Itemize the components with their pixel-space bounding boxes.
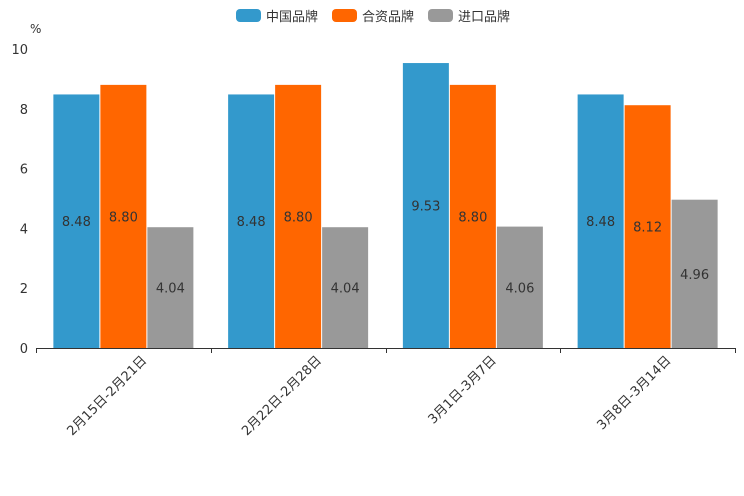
bar-1-2 xyxy=(449,84,496,348)
data-label-0-3: 8.48 xyxy=(586,215,615,230)
bar-0-2 xyxy=(402,63,449,348)
legend-item-imported[interactable]: 进口品牌 xyxy=(428,6,510,25)
data-label-0-1: 8.48 xyxy=(237,215,266,230)
data-label-2-1: 4.04 xyxy=(331,282,360,297)
data-label-1-2: 8.80 xyxy=(458,210,487,225)
legend-item-joint-venture[interactable]: 合资品牌 xyxy=(332,6,414,25)
y-tick-label-10: 10 xyxy=(11,43,28,58)
bar-0-0 xyxy=(53,94,100,348)
y-tick-label-8: 8 xyxy=(20,103,28,118)
bar-2-2 xyxy=(496,226,543,348)
data-label-2-2: 4.06 xyxy=(505,281,534,296)
y-tick-label-6: 6 xyxy=(20,163,28,178)
y-tick-label-0: 0 xyxy=(20,342,28,357)
data-label-1-0: 8.80 xyxy=(109,210,138,225)
bar-2-0 xyxy=(147,227,194,348)
legend: 中国品牌 合资品牌 进口品牌 xyxy=(236,6,510,25)
x-tick-label-3: 3月8日-3月14日 xyxy=(595,353,675,433)
bar-1-0 xyxy=(100,84,147,348)
legend-label-imported: 进口品牌 xyxy=(458,10,511,25)
legend-swatch-joint-venture xyxy=(332,9,358,22)
data-label-1-1: 8.80 xyxy=(284,210,313,225)
y-axis-unit-label: % xyxy=(30,22,41,36)
bar-1-3 xyxy=(624,105,671,348)
bar-1-1 xyxy=(275,84,322,348)
data-label-1-3: 8.12 xyxy=(633,221,662,236)
x-tick-label-0: 2月15日-2月21日 xyxy=(64,353,150,439)
legend-swatch-china-brand xyxy=(236,9,261,22)
legend-swatch-imported xyxy=(428,9,454,22)
data-label-2-0: 4.04 xyxy=(156,282,185,297)
data-label-2-3: 4.96 xyxy=(680,268,709,283)
legend-label-china-brand: 中国品牌 xyxy=(266,10,319,25)
bar-2-1 xyxy=(322,227,369,348)
data-label-0-0: 8.48 xyxy=(62,215,91,230)
y-tick-label-2: 2 xyxy=(20,282,28,297)
bar-0-1 xyxy=(228,94,275,348)
bar-0-3 xyxy=(577,94,624,348)
y-tick-label-4: 4 xyxy=(20,222,28,237)
data-label-0-2: 9.53 xyxy=(411,200,440,215)
bar-2-3 xyxy=(671,199,718,348)
x-tick-label-1: 2月22日-2月28日 xyxy=(239,353,325,439)
legend-label-joint-venture: 合资品牌 xyxy=(362,10,415,25)
x-tick-label-2: 3月1日-3月7日 xyxy=(426,353,500,427)
legend-item-china-brand[interactable]: 中国品牌 xyxy=(236,6,318,25)
